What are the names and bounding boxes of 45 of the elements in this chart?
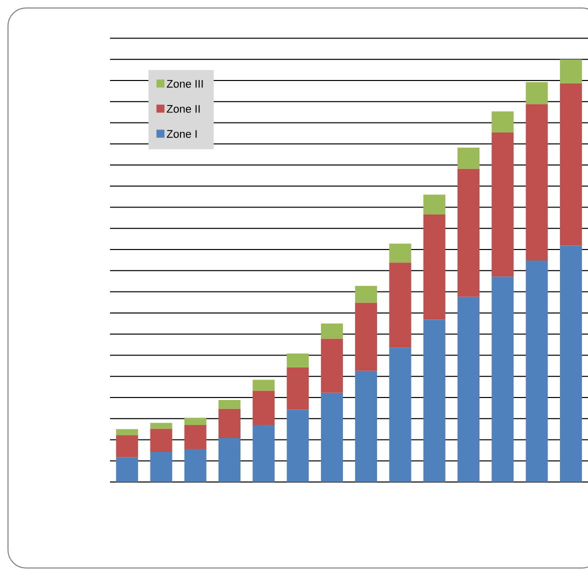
bar <box>286 367 309 410</box>
bar <box>320 392 343 482</box>
bar <box>150 428 172 452</box>
bar <box>252 380 275 391</box>
bar <box>184 418 206 425</box>
bar <box>423 214 446 320</box>
bar <box>116 435 138 458</box>
bar <box>218 408 241 438</box>
bar <box>320 324 343 339</box>
bar <box>492 276 514 482</box>
legend-label: Zone III <box>166 80 203 88</box>
bar <box>423 320 446 482</box>
bar <box>320 338 343 393</box>
bar <box>286 354 309 368</box>
bar <box>389 348 412 482</box>
legend-label: Zone I <box>166 130 197 138</box>
bar <box>526 104 548 261</box>
bar <box>150 452 172 482</box>
bar <box>355 302 378 371</box>
bar <box>355 286 378 303</box>
legend-label: Zone II <box>166 105 200 113</box>
bar <box>218 400 241 409</box>
bar <box>355 370 378 482</box>
bar <box>458 148 480 169</box>
bar <box>252 390 275 425</box>
bar <box>458 296 480 482</box>
bar <box>492 132 514 277</box>
bar <box>423 194 446 214</box>
bar <box>218 438 241 482</box>
bar <box>184 449 206 482</box>
bar <box>492 111 514 132</box>
bar <box>184 424 206 450</box>
bar <box>116 429 138 436</box>
bar <box>560 59 582 84</box>
bar <box>389 262 412 348</box>
bar <box>560 246 582 482</box>
bar <box>252 424 275 482</box>
bar <box>458 168 480 297</box>
bar <box>286 410 309 482</box>
bar <box>389 244 412 263</box>
bar <box>526 82 548 104</box>
bar <box>526 260 548 482</box>
bar <box>560 83 582 246</box>
bar <box>150 422 172 429</box>
bar <box>116 457 138 482</box>
